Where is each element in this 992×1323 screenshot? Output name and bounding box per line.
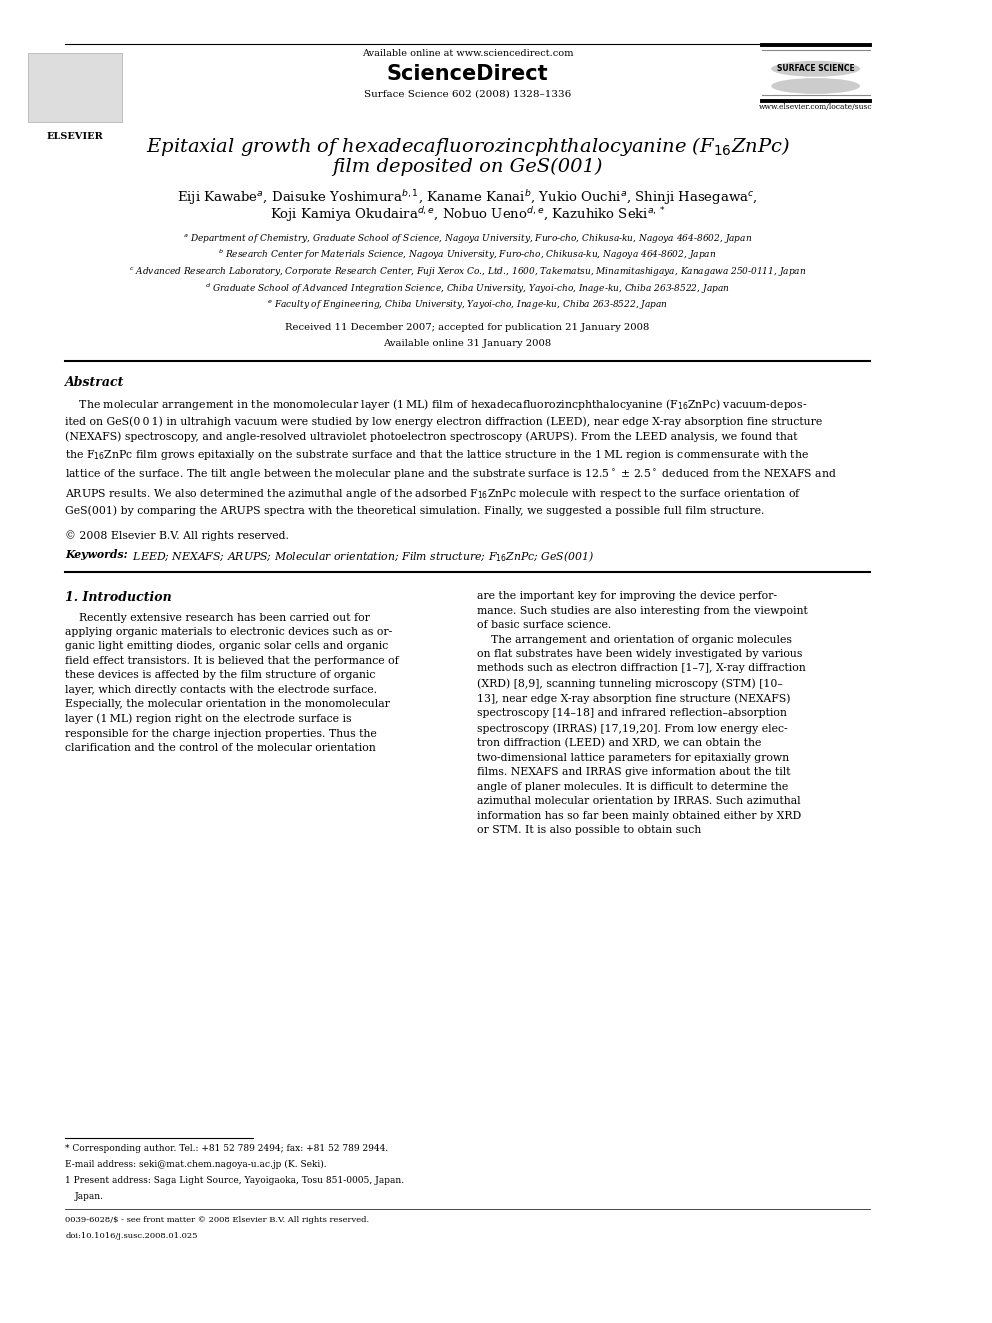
Ellipse shape — [771, 61, 860, 77]
Text: $^a$ Department of Chemistry, Graduate School of Science, Nagoya University, Fur: $^a$ Department of Chemistry, Graduate S… — [184, 232, 752, 245]
Text: 1. Introduction: 1. Introduction — [65, 591, 173, 605]
Text: Japan.: Japan. — [74, 1192, 104, 1201]
Text: $^e$ Faculty of Engineering, Chiba University, Yayoi-cho, Inage-ku, Chiba 263-85: $^e$ Faculty of Engineering, Chiba Unive… — [267, 298, 669, 311]
Text: 0039-6028/$ - see front matter © 2008 Elsevier B.V. All rights reserved.: 0039-6028/$ - see front matter © 2008 El… — [65, 1216, 370, 1224]
Text: ScienceDirect: ScienceDirect — [387, 64, 549, 83]
Text: The molecular arrangement in the monomolecular layer (1 ML) film of hexadecafluo: The molecular arrangement in the monomol… — [65, 397, 837, 516]
Text: * Corresponding author. Tel.: +81 52 789 2494; fax: +81 52 789 2944.: * Corresponding author. Tel.: +81 52 789… — [65, 1144, 389, 1154]
Text: Surface Science 602 (2008) 1328–1336: Surface Science 602 (2008) 1328–1336 — [364, 90, 571, 99]
Text: $^b$ Research Center for Materials Science, Nagoya University, Furo-cho, Chikusa: $^b$ Research Center for Materials Scien… — [218, 249, 717, 262]
Text: Koji Kamiya Okudaira$^{d,e}$, Nobuo Ueno$^{d,e}$, Kazuhiko Seki$^{a,*}$: Koji Kamiya Okudaira$^{d,e}$, Nobuo Ueno… — [270, 205, 666, 224]
Text: E-mail address: seki@mat.chem.nagoya-u.ac.jp (K. Seki).: E-mail address: seki@mat.chem.nagoya-u.a… — [65, 1160, 327, 1170]
Bar — [28, 53, 122, 122]
Text: Received 11 December 2007; accepted for publication 21 January 2008: Received 11 December 2007; accepted for … — [286, 323, 650, 332]
Text: www.elsevier.com/locate/susc: www.elsevier.com/locate/susc — [759, 103, 872, 111]
Text: Recently extensive research has been carried out for
applying organic materials : Recently extensive research has been car… — [65, 613, 399, 753]
Text: are the important key for improving the device perfor-
mance. Such studies are a: are the important key for improving the … — [477, 591, 807, 835]
Text: LEED; NEXAFS; ARUPS; Molecular orientation; Film structure; F$_{16}$ZnPc; GeS(00: LEED; NEXAFS; ARUPS; Molecular orientati… — [126, 549, 594, 564]
Text: Epitaxial growth of hexadecafluorozincphthalocyanine (F$_{16}$ZnPc): Epitaxial growth of hexadecafluorozincph… — [146, 135, 790, 157]
Text: © 2008 Elsevier B.V. All rights reserved.: © 2008 Elsevier B.V. All rights reserved… — [65, 531, 290, 541]
Text: Eiji Kawabe$^a$, Daisuke Yoshimura$^{b,1}$, Kaname Kanai$^b$, Yukio Ouchi$^a$, S: Eiji Kawabe$^a$, Daisuke Yoshimura$^{b,1… — [178, 188, 758, 206]
Text: film deposited on GeS(001): film deposited on GeS(001) — [332, 157, 603, 176]
Text: Available online at www.sciencedirect.com: Available online at www.sciencedirect.co… — [362, 49, 573, 58]
Text: ELSEVIER: ELSEVIER — [47, 132, 103, 142]
Text: $^c$ Advanced Research Laboratory, Corporate Research Center, Fuji Xerox Co., Lt: $^c$ Advanced Research Laboratory, Corpo… — [129, 265, 806, 278]
Text: doi:10.1016/j.susc.2008.01.025: doi:10.1016/j.susc.2008.01.025 — [65, 1232, 198, 1240]
Text: 1 Present address: Saga Light Source, Yayoigaoka, Tosu 851-0005, Japan.: 1 Present address: Saga Light Source, Ya… — [65, 1176, 405, 1185]
Ellipse shape — [771, 78, 860, 94]
Text: SURFACE SCIENCE: SURFACE SCIENCE — [777, 65, 854, 73]
Text: Keywords:: Keywords: — [65, 549, 128, 560]
Text: Available online 31 January 2008: Available online 31 January 2008 — [384, 339, 552, 348]
Text: $^d$ Graduate School of Advanced Integration Science, Chiba University, Yayoi-ch: $^d$ Graduate School of Advanced Integra… — [205, 282, 730, 295]
Text: Abstract: Abstract — [65, 376, 125, 389]
